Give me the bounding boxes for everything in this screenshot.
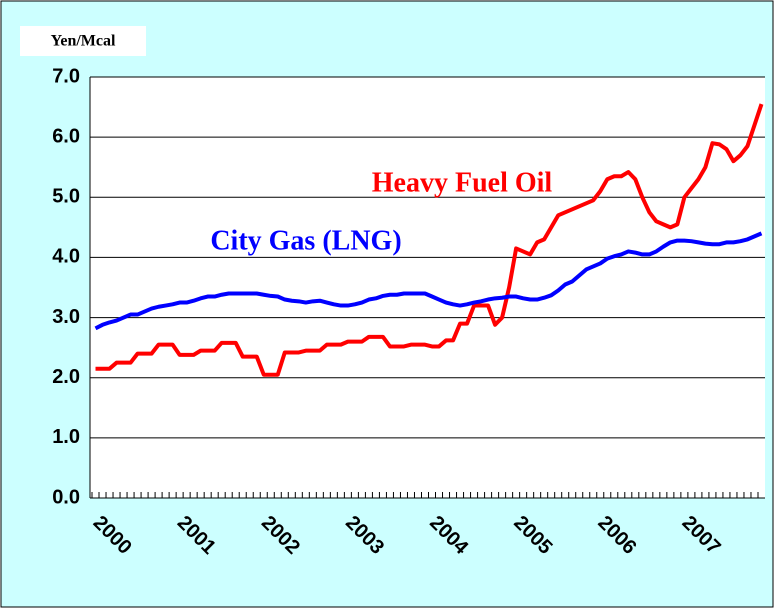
y-tick-label: 0.0 — [52, 486, 80, 508]
plot-area — [90, 77, 765, 498]
series-label: Heavy Fuel Oil — [372, 167, 553, 198]
series-line — [95, 103, 764, 377]
y-tick-label: 4.0 — [52, 246, 80, 268]
y-tick-label: 1.0 — [52, 426, 80, 448]
series-label: City Gas (LNG) — [210, 225, 401, 256]
y-tick-label: 2.0 — [52, 366, 80, 388]
y-tick-label: 7.0 — [52, 65, 80, 87]
y-tick-label: 5.0 — [52, 186, 80, 208]
y-axis-title: Yen/Mcal — [51, 33, 116, 50]
unit-box — [20, 26, 146, 56]
series-line — [94, 231, 763, 331]
y-tick-label: 3.0 — [52, 306, 80, 328]
y-tick-label: 6.0 — [52, 125, 80, 147]
